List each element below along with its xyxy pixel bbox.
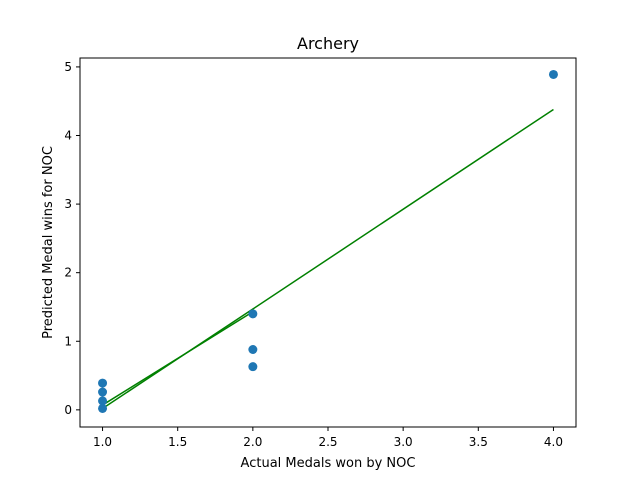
fit-line bbox=[102, 108, 554, 410]
x-tick-label: 3.0 bbox=[394, 435, 413, 449]
x-tick-label: 1.0 bbox=[93, 435, 112, 449]
plot-area bbox=[80, 58, 576, 427]
y-tick-label: 5 bbox=[64, 60, 72, 74]
y-tick-label: 4 bbox=[64, 129, 72, 143]
scatter-point bbox=[98, 378, 108, 388]
x-tick-label: 2.5 bbox=[318, 435, 337, 449]
y-tick-label: 1 bbox=[64, 334, 72, 348]
x-axis-label: Actual Medals won by NOC bbox=[241, 456, 416, 471]
scatter-point bbox=[98, 403, 108, 413]
scatter-point bbox=[98, 396, 108, 406]
y-tick-label: 2 bbox=[64, 266, 72, 280]
scatter-point bbox=[248, 344, 258, 354]
scatter-point bbox=[248, 362, 258, 372]
y-axis-label: Predicted Medal wins for NOC bbox=[41, 146, 56, 339]
chart-title: Archery bbox=[297, 34, 359, 53]
plot-frame bbox=[79, 57, 577, 428]
scatter-point bbox=[248, 309, 258, 319]
x-tick-label: 2.0 bbox=[243, 435, 262, 449]
y-tick-label: 3 bbox=[64, 197, 72, 211]
scatter-point bbox=[98, 387, 108, 397]
y-tick-label: 0 bbox=[64, 403, 72, 417]
fit-line bbox=[102, 311, 254, 406]
x-tick-label: 3.5 bbox=[469, 435, 488, 449]
scatter-point bbox=[548, 69, 558, 79]
x-tick-label: 1.5 bbox=[168, 435, 187, 449]
x-tick-label: 4.0 bbox=[544, 435, 563, 449]
chart-axes: 1.0 1.5 2.0 2.5 3.0 3.5 4.0 0 1 2 3 4 5 bbox=[64, 60, 563, 449]
chart-marks bbox=[98, 69, 558, 413]
